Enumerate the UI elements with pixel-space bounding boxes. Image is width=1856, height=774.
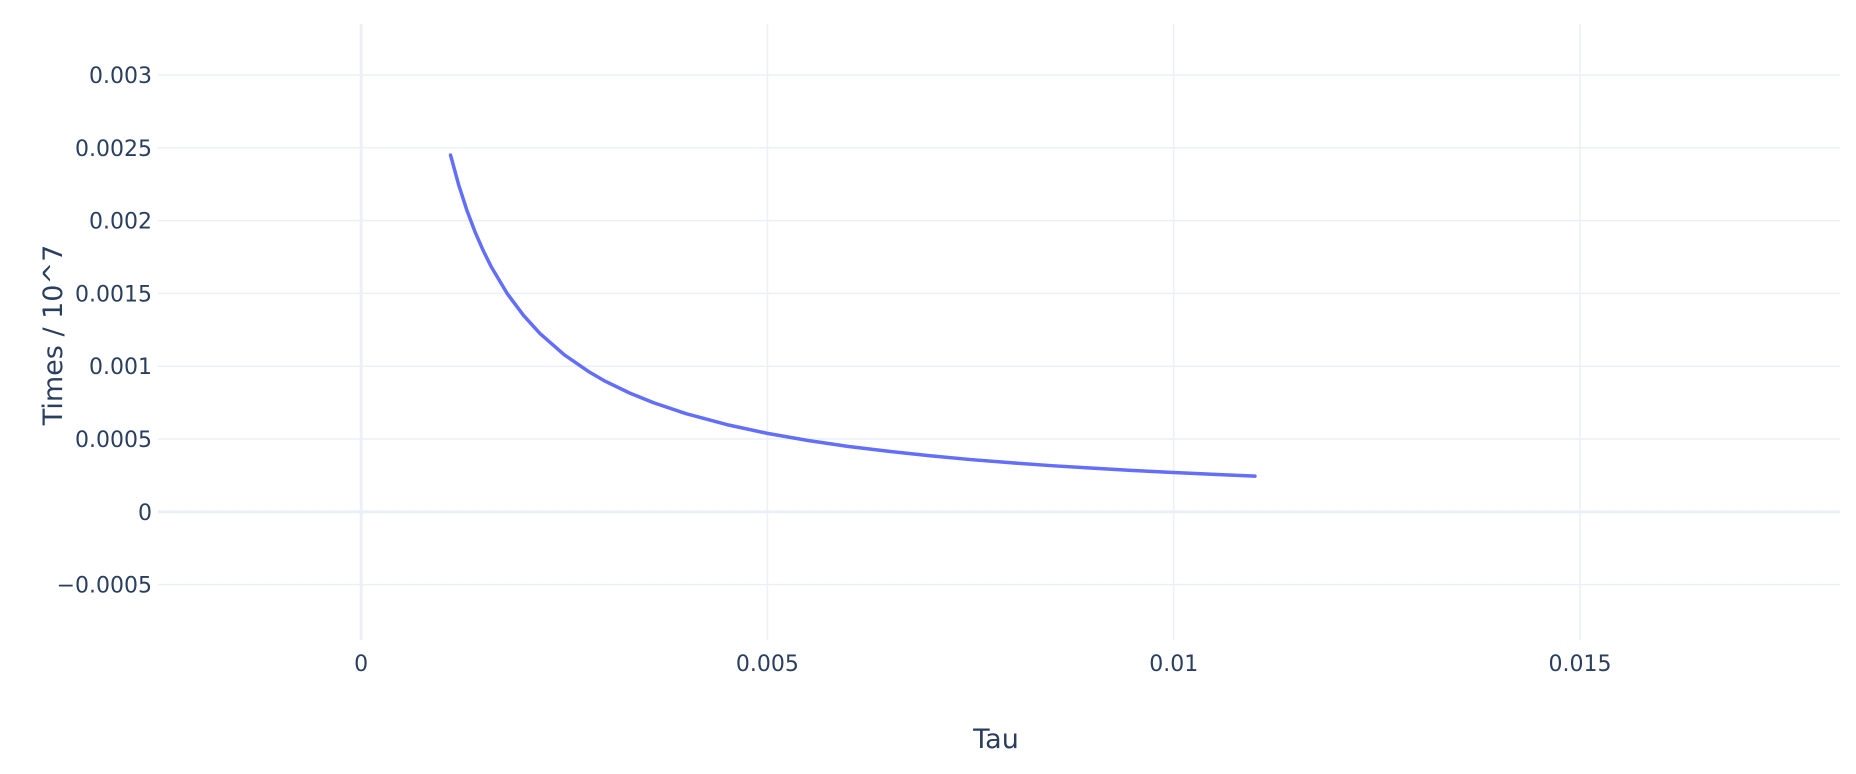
grid-layer (158, 24, 1840, 640)
y-tick-label: 0.002 (89, 210, 152, 235)
trace-layer (448, 153, 1257, 478)
series-line-0 (448, 153, 1257, 478)
y-tick-label: 0.003 (89, 64, 152, 89)
x-axis-ticks: 0 0.005 0.01 0.015 (354, 652, 1611, 677)
x-tick-label: 0.015 (1548, 652, 1611, 677)
y-tick-label: 0.0015 (75, 282, 152, 307)
x-axis-title: Tau (972, 724, 1019, 755)
y-axis-ticks: −0.0005 0 0.0005 0.001 0.0015 0.002 0.0025 0.00… (57, 64, 152, 599)
y-tick-label: 0.0025 (75, 137, 152, 162)
x-tick-label: 0 (354, 652, 368, 677)
y-tick-label: 0.001 (89, 355, 152, 380)
y-axis-title: Times / 10^7 (38, 245, 69, 427)
x-tick-label: 0.01 (1149, 652, 1198, 677)
y-tick-label: 0 (138, 501, 152, 526)
y-tick-label: 0.0005 (75, 428, 152, 453)
y-tick-label: −0.0005 (57, 574, 152, 599)
x-tick-label: 0.005 (736, 652, 799, 677)
